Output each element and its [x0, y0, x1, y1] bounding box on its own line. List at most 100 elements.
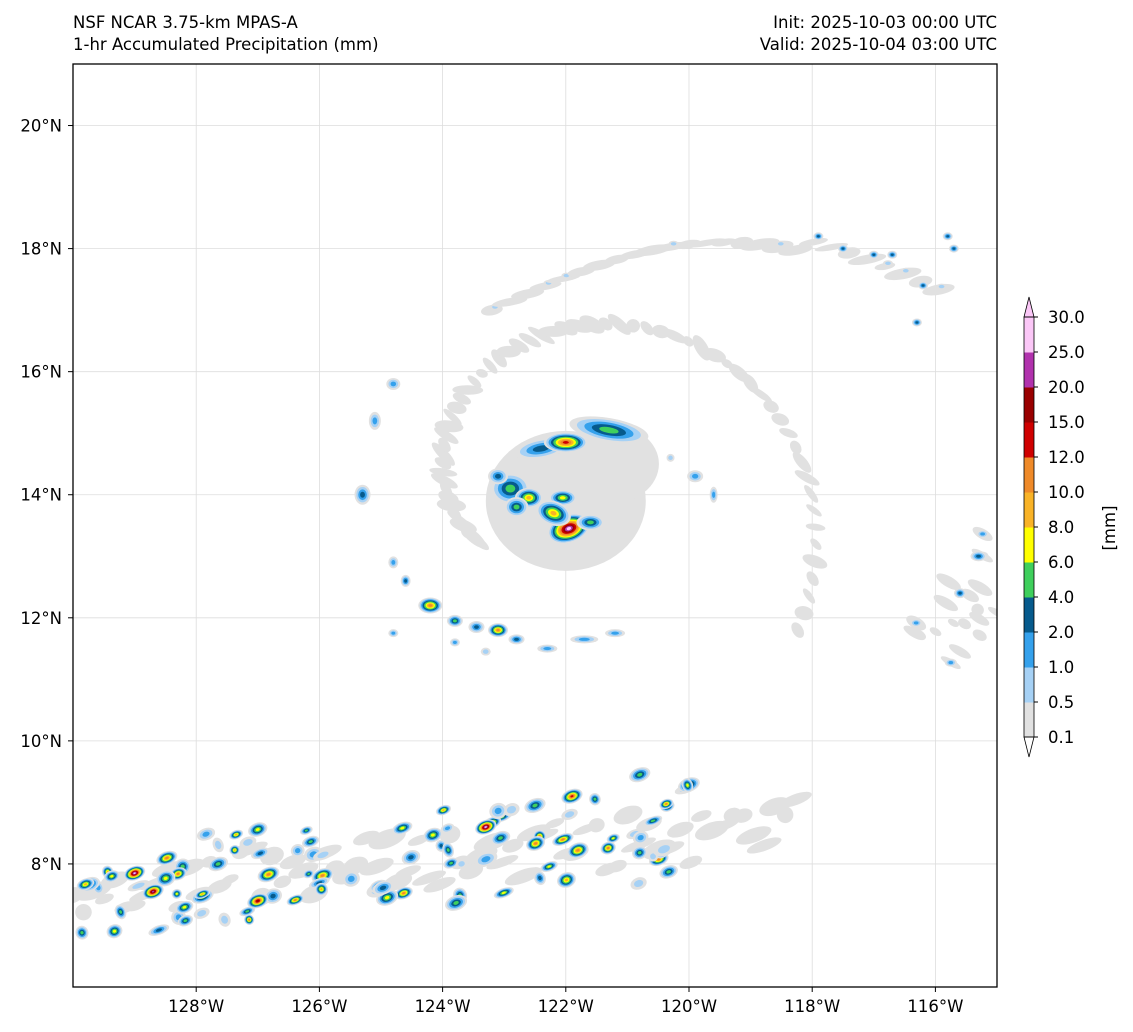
precip-cell	[431, 833, 435, 837]
precip-cell	[658, 845, 670, 854]
lat-tick-label: 10°N	[20, 732, 62, 751]
precip-cell	[347, 875, 355, 882]
precip-cell	[270, 893, 276, 899]
precip-cell	[513, 504, 520, 510]
colorbar-level-label: 20.0	[1048, 378, 1085, 397]
precip-cell	[484, 826, 487, 828]
precip-cell	[550, 510, 557, 516]
precip-cell	[952, 247, 956, 250]
precip-cell	[176, 872, 180, 875]
precip-cell	[304, 829, 308, 832]
lat-tick-label: 18°N	[20, 240, 62, 259]
light-precip	[703, 348, 726, 363]
precip-cell	[197, 910, 207, 917]
precip-cell	[532, 445, 550, 452]
precip-cell	[841, 247, 845, 250]
light-precip	[621, 837, 656, 853]
precip-cell	[526, 496, 532, 500]
precip-cell	[307, 872, 310, 875]
precip-cell	[133, 872, 136, 874]
colorbar-level-label: 4.0	[1048, 588, 1074, 607]
colorbar-segment	[1024, 422, 1034, 458]
light-precip	[443, 408, 462, 426]
precip-cell	[496, 629, 500, 632]
light-precip	[221, 874, 239, 885]
precip-cell	[360, 491, 365, 498]
light-precip	[475, 369, 488, 378]
light-precip	[288, 862, 319, 879]
precip-cell	[564, 878, 569, 882]
colorbar-level-label: 8.0	[1048, 518, 1074, 537]
map-frame	[72, 63, 998, 988]
light-precip	[607, 313, 631, 335]
precip-cell	[712, 491, 716, 498]
precip-cell	[566, 526, 572, 531]
precip-cell	[390, 381, 397, 387]
colorbar-level-label: 0.5	[1048, 693, 1074, 712]
light-precip	[805, 523, 826, 531]
light-precip	[922, 283, 955, 296]
light-precip	[791, 622, 805, 638]
light-precip	[588, 818, 605, 833]
light-precip	[802, 554, 828, 569]
precip-cell	[255, 828, 260, 832]
light-precip	[972, 629, 987, 642]
light-precip	[447, 401, 467, 414]
hurricane-eye	[580, 472, 625, 517]
colorbar-level-label: 6.0	[1048, 553, 1074, 572]
colorbar-segment	[1024, 492, 1034, 528]
precip-cell	[402, 892, 406, 895]
colorbar-level-label: 10.0	[1048, 483, 1085, 502]
precip-cell	[606, 847, 610, 850]
colorbar: 0.1 0.5 1.0 2.0 4.0 6.0 8.0 10.0 12.0 15.0 20.0 25.…	[1023, 296, 1085, 758]
precip-cell	[439, 843, 443, 848]
light-precip	[529, 281, 562, 291]
precip-cell	[561, 838, 565, 841]
precip-cell	[391, 631, 396, 635]
precip-cell	[256, 899, 260, 902]
precip-cell	[308, 840, 313, 844]
header-right: Init: 2025-10-03 00:00 UTC Valid: 2025-1…	[760, 12, 997, 56]
precip-cell	[637, 851, 642, 855]
init-time: Init: 2025-10-03 00:00 UTC	[773, 13, 997, 32]
colorbar-level-label: 1.0	[1048, 658, 1074, 677]
colorbar-segment	[1024, 527, 1034, 563]
colorbar-segment	[1024, 387, 1034, 423]
precip-cell	[534, 842, 538, 845]
precip-cell	[650, 819, 656, 823]
precip-cell	[151, 890, 155, 893]
light-precip	[806, 504, 822, 517]
colorbar-segment	[1024, 317, 1034, 353]
precip-cell	[538, 875, 542, 881]
precip-cell	[543, 646, 552, 651]
precip-cell	[498, 836, 503, 840]
light-precip	[438, 490, 459, 505]
light-precip	[613, 805, 643, 825]
precip-cell	[182, 905, 187, 909]
precip-cell	[657, 858, 661, 861]
light-precip	[492, 297, 528, 307]
precip-cell	[384, 895, 390, 900]
precip-cell	[234, 833, 238, 836]
latitude-axis: 8°N 10°N 12°N 14°N 16°N 18°N 20°N	[20, 117, 73, 874]
precip-cell	[666, 870, 671, 874]
light-precip	[771, 413, 790, 426]
colorbar-level-label: 30.0	[1048, 308, 1085, 327]
precip-cell	[452, 619, 457, 623]
field-title: 1-hr Accumulated Precipitation (mm)	[73, 35, 379, 54]
precip-cell	[777, 242, 784, 246]
light-precip	[546, 274, 581, 283]
lon-tick-label: 126°W	[291, 997, 347, 1016]
precip-cell	[458, 861, 465, 867]
precip-cell	[453, 900, 459, 905]
light-precip	[516, 824, 551, 842]
precip-cell	[379, 885, 387, 891]
lon-tick-label: 118°W	[784, 997, 840, 1016]
light-precip	[579, 315, 605, 334]
precip-cell	[501, 891, 506, 894]
light-precip	[126, 900, 146, 912]
colorbar-min-extend	[1023, 736, 1035, 758]
light-precip	[95, 893, 114, 905]
light-precip	[750, 386, 772, 403]
light-precip	[667, 821, 694, 838]
